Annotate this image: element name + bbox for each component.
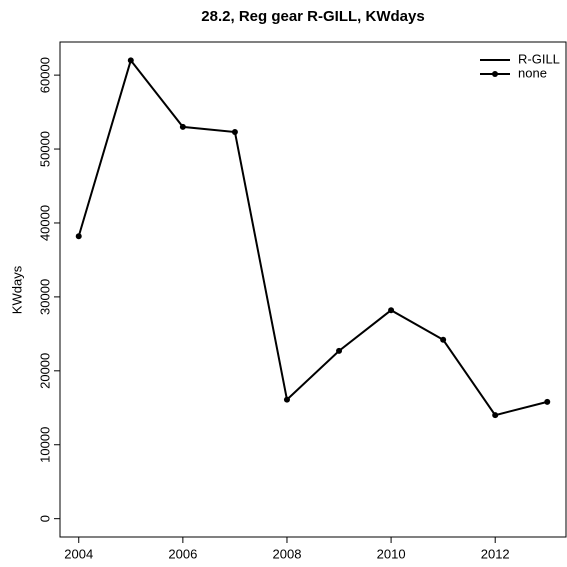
data-point <box>336 347 343 354</box>
x-tick-label: 2010 <box>377 546 406 561</box>
legend-point <box>492 71 498 77</box>
y-tick-label: 60000 <box>37 57 52 93</box>
y-tick-label: 10000 <box>37 427 52 463</box>
y-tick-label: 40000 <box>37 205 52 241</box>
data-point <box>388 307 395 314</box>
chart-title: 28.2, Reg gear R-GILL, KWdays <box>201 8 424 25</box>
data-point <box>179 123 186 130</box>
legend-label: R-GILL <box>518 51 560 66</box>
plot-frame <box>59 41 567 538</box>
data-point <box>544 398 551 405</box>
data-point <box>440 336 447 343</box>
x-tick-label: 2012 <box>481 546 510 561</box>
data-point <box>231 129 238 136</box>
y-tick-label: 30000 <box>37 279 52 315</box>
data-point <box>75 233 82 240</box>
legend-label: none <box>518 65 547 80</box>
y-axis-label: KWdays <box>9 265 24 314</box>
y-tick-label: 20000 <box>37 353 52 389</box>
data-line <box>77 58 548 417</box>
x-tick-label: 2004 <box>64 546 93 561</box>
data-point <box>127 57 134 64</box>
data-point <box>492 412 499 419</box>
x-tick-label: 2006 <box>168 546 197 561</box>
data-point <box>283 396 290 403</box>
y-tick-label: 0 <box>37 515 52 522</box>
x-tick-label: 2008 <box>273 546 302 561</box>
y-tick-label: 50000 <box>37 131 52 167</box>
